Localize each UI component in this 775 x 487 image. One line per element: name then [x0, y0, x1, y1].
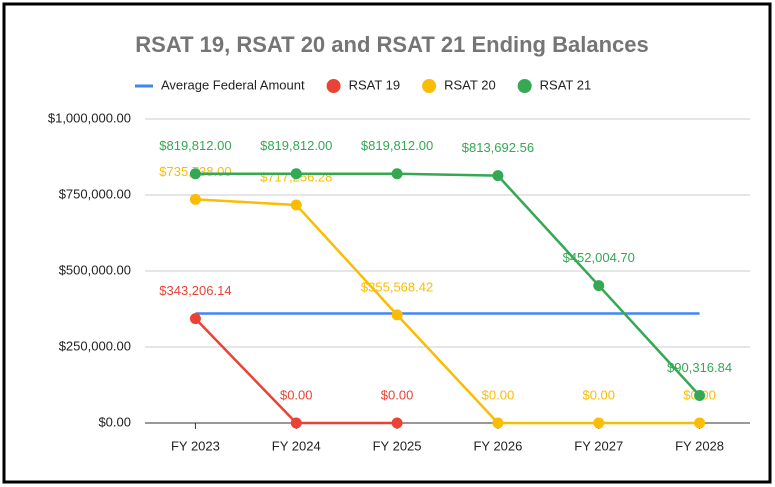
legend-label: RSAT 19 — [349, 77, 401, 92]
data-label: $90,316.84 — [667, 360, 732, 375]
data-point — [290, 168, 302, 180]
y-tick-label: $1,000,000.00 — [48, 110, 131, 125]
x-tick-label: FY 2027 — [574, 438, 623, 453]
legend-label: Average Federal Amount — [161, 77, 305, 92]
data-label: $819,812.00 — [260, 138, 332, 153]
legend-label: RSAT 20 — [444, 77, 496, 92]
legend-swatch — [326, 79, 341, 93]
data-point — [290, 199, 302, 211]
data-point — [189, 193, 201, 205]
x-tick-label: FY 2025 — [373, 438, 422, 453]
data-label: $452,004.70 — [563, 250, 635, 265]
x-tick-label: FY 2028 — [675, 438, 724, 453]
x-tick-label: FY 2023 — [171, 438, 220, 453]
legend-label: RSAT 21 — [540, 77, 592, 92]
data-label: $0.00 — [582, 387, 615, 402]
series-line — [195, 198, 700, 425]
data-point — [189, 313, 201, 325]
data-label: $355,568.42 — [361, 279, 433, 294]
y-tick-label: $250,000.00 — [59, 338, 131, 353]
legend-swatch — [517, 79, 532, 93]
data-point — [694, 390, 706, 402]
x-tick-label: FY 2026 — [473, 438, 522, 453]
data-point — [593, 280, 605, 292]
data-point — [290, 417, 302, 429]
data-point — [492, 170, 504, 182]
y-tick-label: $750,000.00 — [59, 186, 131, 201]
data-label: $0.00 — [482, 387, 515, 402]
y-tick-label: $0.00 — [98, 414, 131, 429]
data-point — [593, 417, 605, 429]
data-label: $343,206.14 — [159, 283, 231, 298]
data-label: $819,812.00 — [159, 138, 231, 153]
x-tick-label: FY 2024 — [272, 438, 321, 453]
data-point — [391, 168, 403, 180]
data-label: $813,692.56 — [462, 140, 534, 155]
legend-swatch — [422, 79, 437, 93]
data-point — [391, 417, 403, 429]
series-line — [195, 172, 701, 397]
y-tick-label: $500,000.00 — [59, 262, 131, 277]
data-label: $0.00 — [381, 387, 414, 402]
data-point — [492, 417, 504, 429]
data-point — [391, 309, 403, 321]
data-point — [189, 168, 201, 180]
data-label: $819,812.00 — [361, 138, 433, 153]
data-point — [694, 417, 706, 429]
chart-title: RSAT 19, RSAT 20 and RSAT 21 Ending Bala… — [135, 32, 648, 57]
data-label: $0.00 — [280, 387, 313, 402]
